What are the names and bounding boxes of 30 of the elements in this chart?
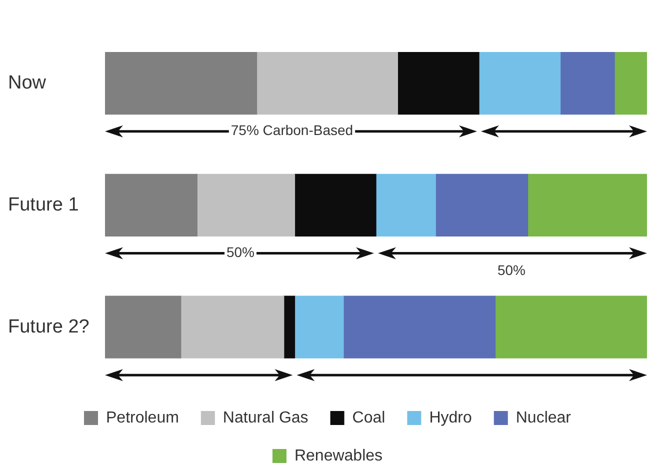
y-tick-label: Future 2?	[8, 316, 90, 338]
bar	[435, 174, 528, 237]
bar	[397, 52, 480, 115]
bar	[180, 296, 284, 358]
y-tick-label: Now	[8, 72, 46, 94]
legend-label: Renewables	[294, 447, 383, 464]
y-tick-label: Future 1	[8, 194, 79, 216]
bar	[105, 174, 198, 237]
legend-label: Hydro	[429, 409, 472, 426]
bar	[256, 52, 398, 115]
bar	[294, 296, 344, 358]
bar	[560, 52, 615, 115]
annotation: 50%	[497, 262, 526, 278]
bar	[494, 296, 647, 358]
annotation: 50%	[226, 244, 255, 260]
bar	[294, 174, 376, 237]
legend-label: Nuclear	[516, 409, 572, 426]
annotation: 75% Carbon-Based	[230, 122, 354, 138]
bar	[105, 52, 258, 115]
bar	[614, 52, 647, 115]
bar	[284, 296, 296, 358]
bar	[105, 296, 182, 358]
legend-label: Natural Gas	[222, 409, 308, 426]
bar	[343, 296, 496, 358]
bar	[527, 174, 647, 237]
legend-label: Coal	[352, 409, 386, 426]
bar	[478, 52, 561, 115]
bar	[376, 174, 436, 237]
legend-label: Petroleum	[106, 409, 179, 426]
bar	[196, 174, 296, 237]
